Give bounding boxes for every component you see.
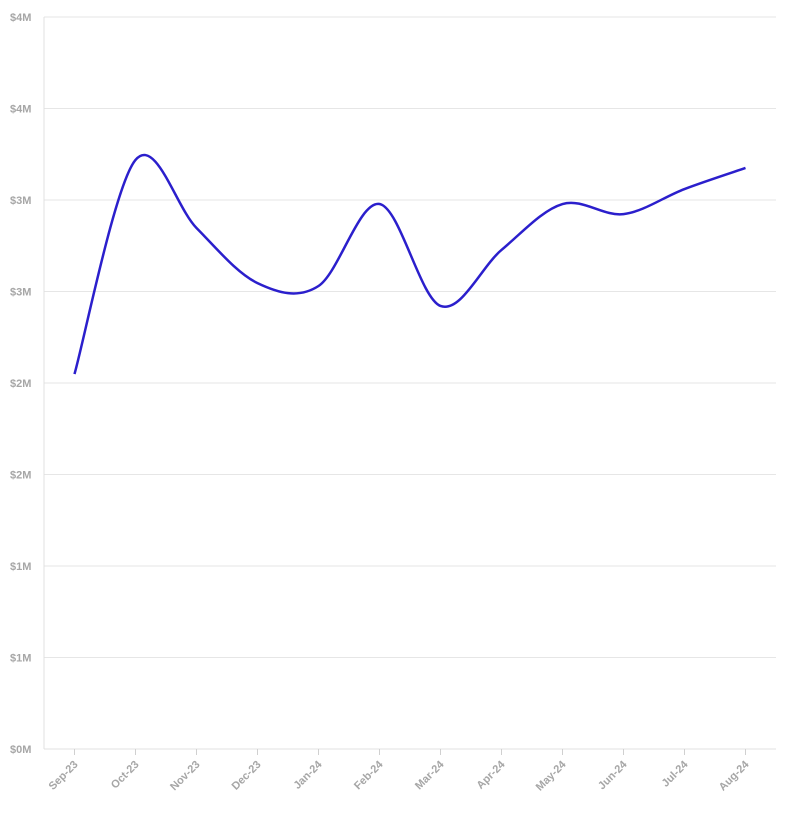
y-tick-label: $4M: [10, 104, 31, 116]
x-tick-label: Apr-24: [474, 758, 508, 792]
y-tick-label: $1M: [10, 561, 31, 573]
x-tick-label: Aug-24: [717, 758, 752, 793]
y-tick-label: $2M: [10, 378, 31, 390]
x-tick-label: Nov-23: [168, 759, 202, 793]
x-tick-label: Jan-24: [291, 758, 325, 792]
y-tick-label: $1M: [10, 653, 31, 665]
x-tick-label: Sep-23: [47, 759, 81, 793]
y-tick-label: $0M: [10, 744, 31, 756]
x-tick-label: May-24: [534, 758, 569, 793]
y-tick-label: $3M: [10, 195, 31, 207]
y-tick-label: $3M: [10, 287, 31, 299]
x-tick-label: Jul-24: [660, 758, 692, 790]
y-tick-label: $4M: [10, 12, 31, 24]
x-tick-label: Oct-23: [109, 759, 142, 792]
line: [73, 153, 746, 375]
x-tick-label: Mar-24: [413, 758, 447, 792]
x-tick-label: Dec-23: [230, 759, 264, 793]
x-tick-label: Jun-24: [596, 758, 630, 792]
x-tick-label: Feb-24: [352, 758, 386, 792]
y-tick-label: $2M: [10, 470, 31, 482]
